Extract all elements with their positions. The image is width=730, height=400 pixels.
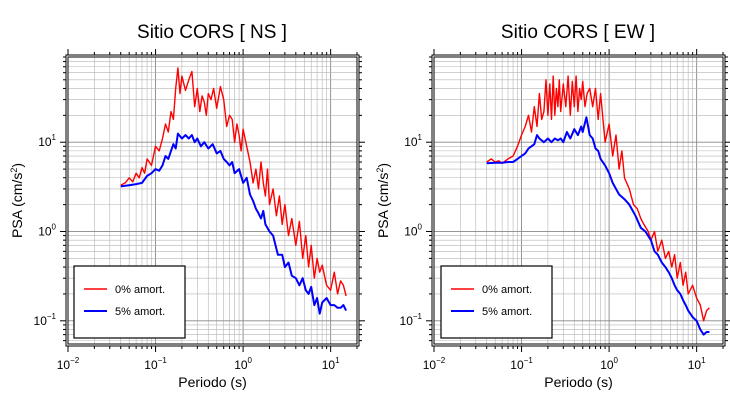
y-axis-label-end: ): [9, 163, 25, 168]
x-tick-exponent: 1: [335, 356, 340, 365]
x-axis-label: Periodo (s): [544, 374, 612, 390]
x-tick-base: 10: [688, 358, 702, 372]
x-tick-label: 100: [600, 356, 618, 372]
x-tick-exponent: 0: [614, 356, 619, 365]
x-tick-exponent: −2: [70, 356, 80, 365]
x-tick-base: 10: [510, 358, 524, 372]
chart-title: Sitio CORS [ EW ]: [501, 22, 655, 43]
y-tick-exponent: 0: [418, 223, 423, 232]
x-tick-label: 10−1: [144, 356, 167, 372]
x-tick-label: 10−1: [510, 356, 533, 372]
y-tick-exponent: −1: [413, 312, 423, 321]
y-tick-base: 10: [404, 135, 418, 149]
y-tick-base: 10: [34, 314, 48, 328]
y-axis-label: PSA (cm/s2): [375, 163, 391, 238]
y-tick-label: 100: [38, 223, 56, 239]
legend-label: 0% amort.: [482, 284, 532, 296]
x-axis-label: Periodo (s): [178, 374, 246, 390]
legend-label: 5% amort.: [482, 306, 532, 318]
y-tick-exponent: 1: [52, 133, 57, 142]
y-axis-label-end: ): [375, 163, 391, 168]
plot-frame-outer: [65, 54, 360, 347]
y-tick-base: 10: [38, 135, 52, 149]
x-tick-base: 10: [57, 358, 71, 372]
plot-frame: [433, 56, 724, 345]
x-tick-label: 10−2: [423, 356, 446, 372]
y-tick-base: 10: [400, 314, 414, 328]
y-tick-label: 10−1: [34, 312, 57, 328]
plot-frame-outer: [431, 54, 726, 347]
x-tick-base: 10: [600, 358, 614, 372]
y-tick-label: 101: [404, 133, 422, 149]
y-tick-exponent: 1: [418, 133, 423, 142]
series-group: [486, 75, 710, 336]
series-line: [120, 67, 347, 297]
chart-title: Sitio CORS [ NS ]: [137, 22, 287, 43]
x-tick-base: 10: [144, 358, 158, 372]
y-tick-exponent: −1: [47, 312, 57, 321]
legend-label: 5% amort.: [115, 306, 165, 318]
x-tick-label: 100: [234, 356, 252, 372]
y-tick-label: 10−1: [400, 312, 423, 328]
x-tick-exponent: −2: [436, 356, 446, 365]
grid: [67, 56, 358, 344]
x-tick-exponent: −1: [158, 356, 168, 365]
x-tick-base: 10: [322, 358, 336, 372]
y-axis-label-sup: 2: [375, 168, 385, 173]
x-tick-exponent: 1: [701, 356, 706, 365]
x-tick-exponent: 0: [248, 356, 253, 365]
legend-box: [73, 265, 186, 339]
y-tick-exponent: 0: [52, 223, 57, 232]
plot-frame: [67, 56, 358, 345]
x-tick-label: 101: [688, 356, 706, 372]
x-tick-base: 10: [423, 358, 437, 372]
series-line: [486, 75, 710, 322]
y-tick-base: 10: [38, 225, 52, 239]
legend: 0% amort. 5% amort.: [73, 265, 186, 339]
y-axis-label: PSA (cm/s2): [9, 163, 25, 238]
series-group: [120, 67, 347, 315]
legend-label: 0% amort.: [115, 284, 165, 296]
legend: 0% amort. 5% amort.: [440, 265, 553, 339]
y-tick-label: 101: [38, 133, 56, 149]
x-tick-label: 101: [322, 356, 340, 372]
y-axis-label-text: PSA (cm/s: [9, 173, 25, 238]
y-axis-label-text: PSA (cm/s: [375, 173, 391, 238]
y-tick-base: 10: [404, 225, 418, 239]
x-tick-exponent: −1: [524, 356, 534, 365]
series-line: [120, 132, 347, 315]
series-line: [486, 116, 710, 336]
y-tick-label: 100: [404, 223, 422, 239]
legend-box: [440, 265, 553, 339]
x-tick-base: 10: [234, 358, 248, 372]
x-tick-label: 10−2: [57, 356, 80, 372]
y-axis-label-sup: 2: [9, 168, 19, 173]
